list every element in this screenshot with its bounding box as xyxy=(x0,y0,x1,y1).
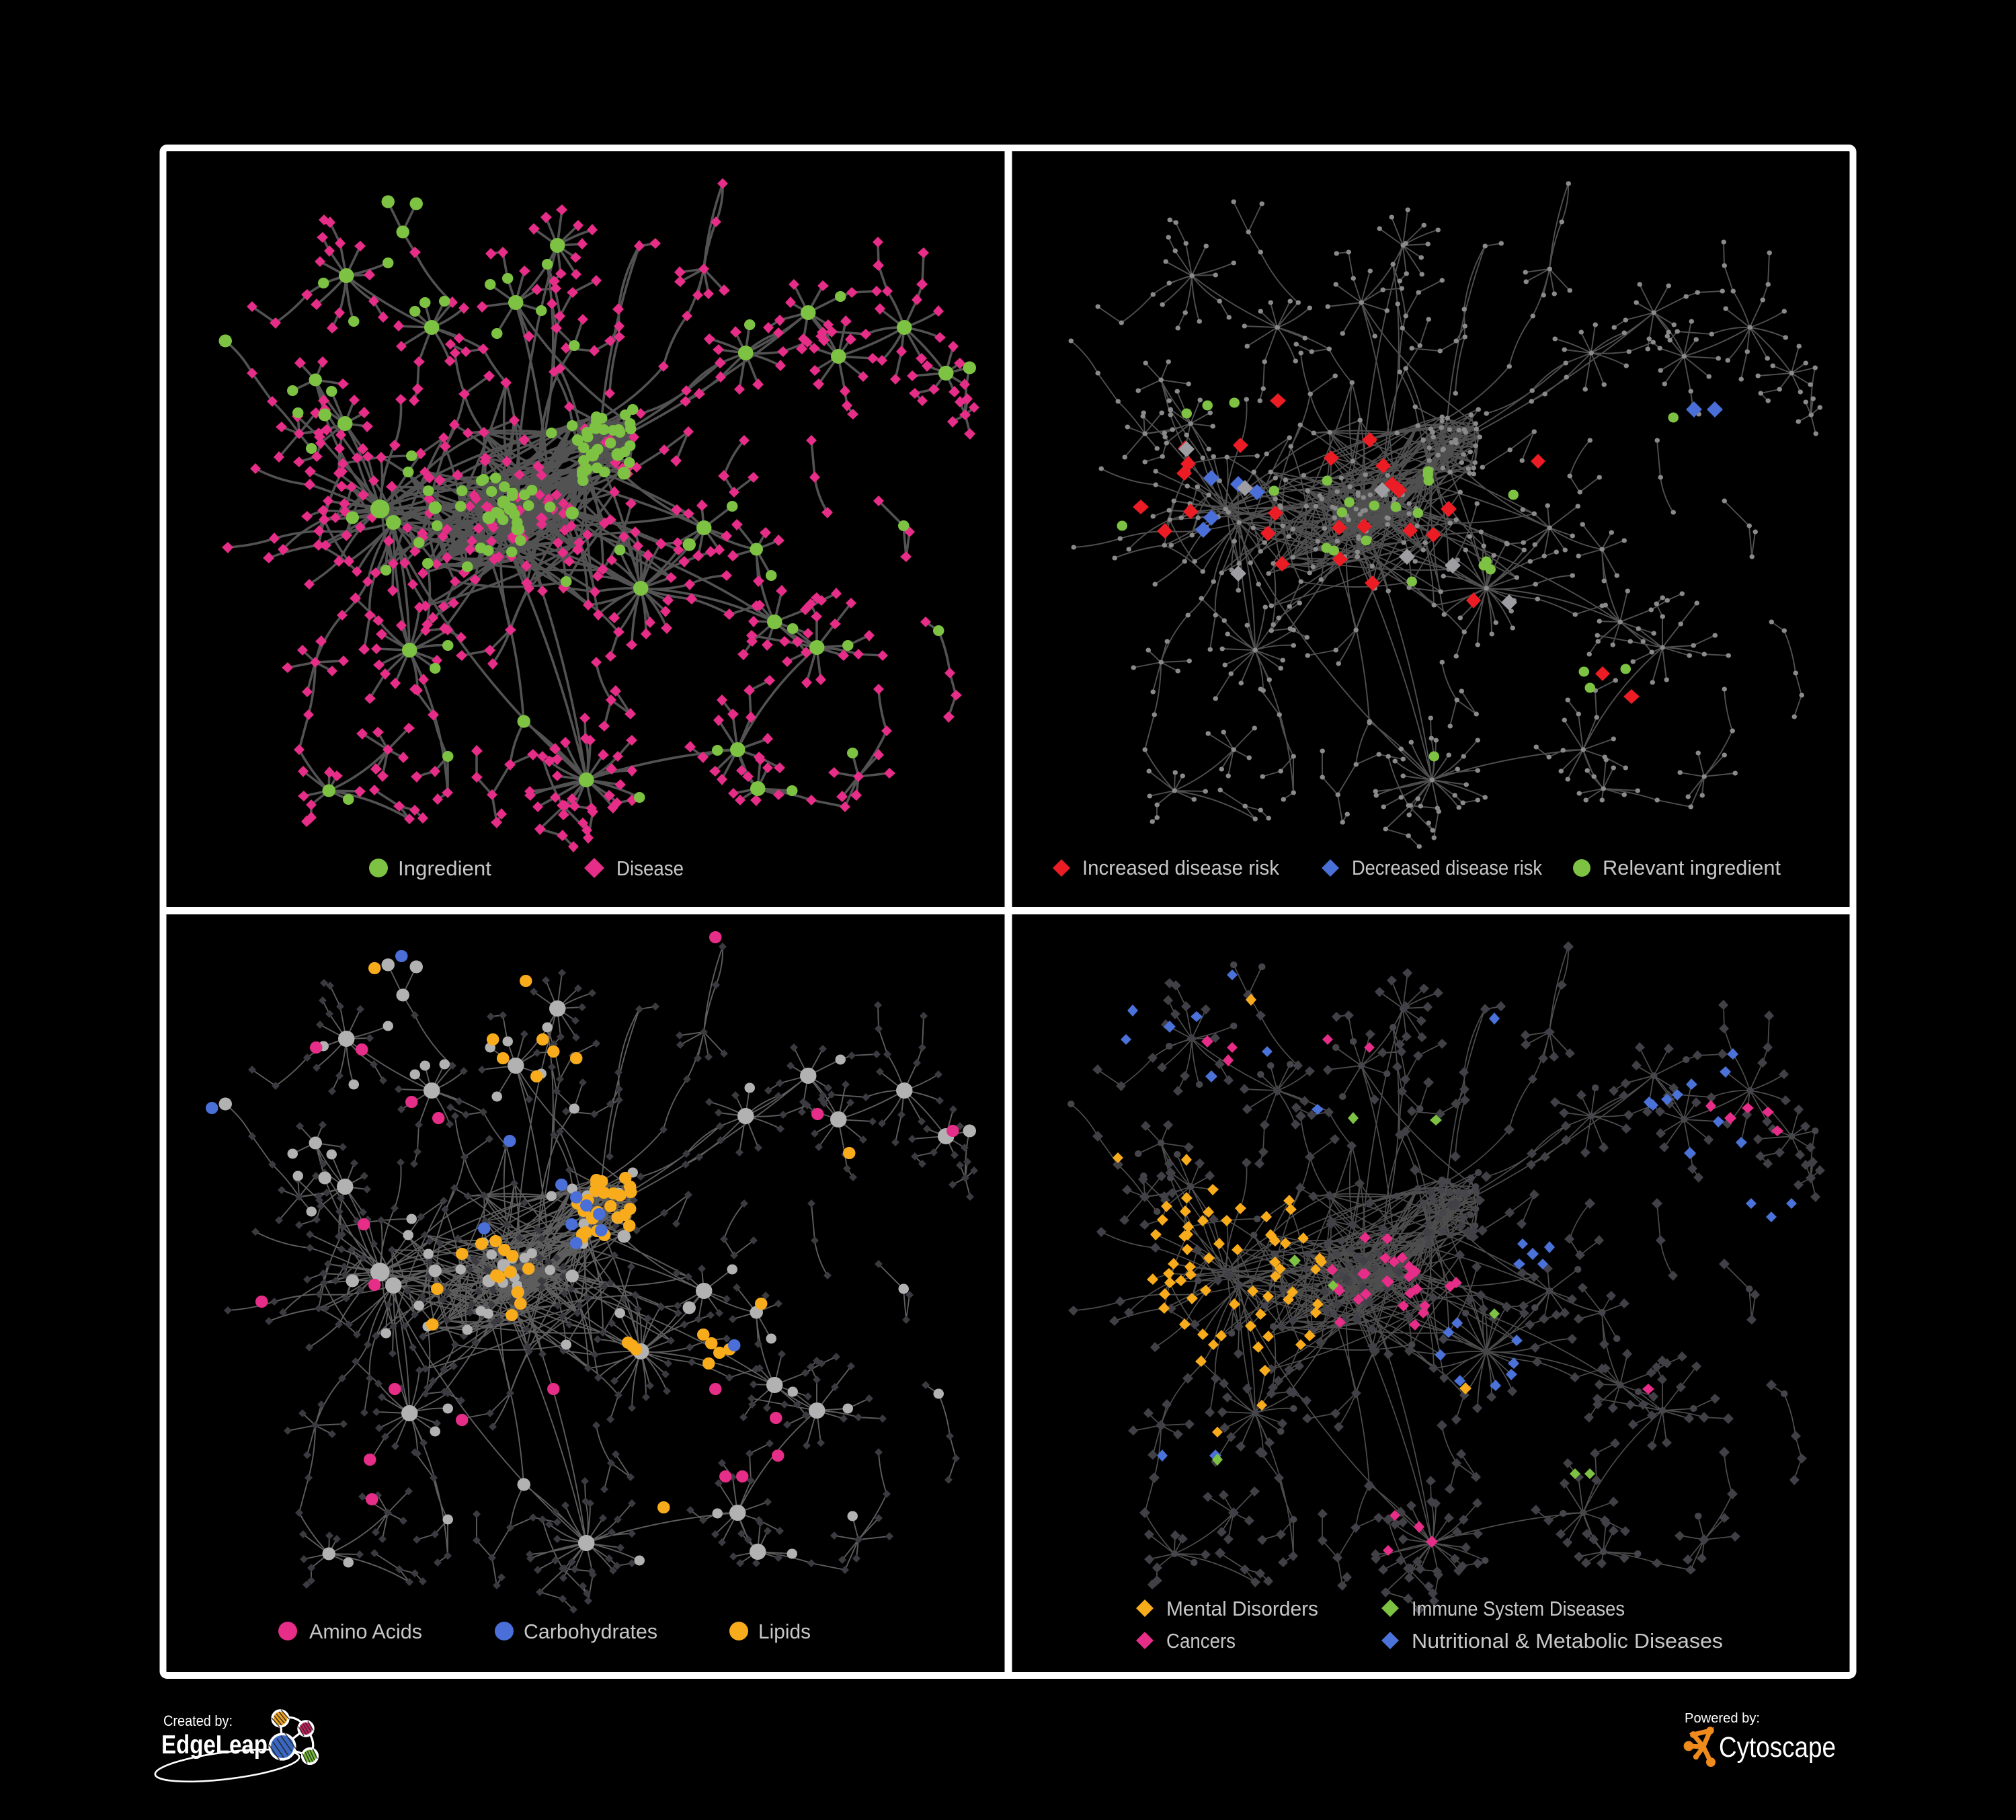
svg-text:Cytoscape: Cytoscape xyxy=(1719,1731,1836,1764)
svg-text:EdgeLeap: EdgeLeap xyxy=(161,1731,268,1759)
svg-text:Nutritional & Metabolic Diseas: Nutritional & Metabolic Diseases xyxy=(1412,1629,1723,1653)
svg-text:Carbohydrates: Carbohydrates xyxy=(524,1620,657,1643)
svg-text:Cancers: Cancers xyxy=(1166,1629,1236,1653)
svg-text:Powered by:: Powered by: xyxy=(1685,1711,1760,1726)
svg-text:Relevant ingredient: Relevant ingredient xyxy=(1603,856,1781,879)
svg-text:Created by:: Created by: xyxy=(163,1712,233,1729)
svg-text:Increased disease risk: Increased disease risk xyxy=(1082,856,1279,879)
svg-text:Ingredient: Ingredient xyxy=(398,857,491,880)
svg-text:Amino Acids: Amino Acids xyxy=(309,1620,422,1643)
svg-text:Mental Disorders: Mental Disorders xyxy=(1166,1597,1318,1620)
svg-text:Lipids: Lipids xyxy=(758,1620,811,1643)
svg-text:Decreased disease risk: Decreased disease risk xyxy=(1352,856,1542,879)
svg-text:Disease: Disease xyxy=(616,857,684,880)
svg-text:Immune System Diseases: Immune System Diseases xyxy=(1412,1597,1625,1620)
